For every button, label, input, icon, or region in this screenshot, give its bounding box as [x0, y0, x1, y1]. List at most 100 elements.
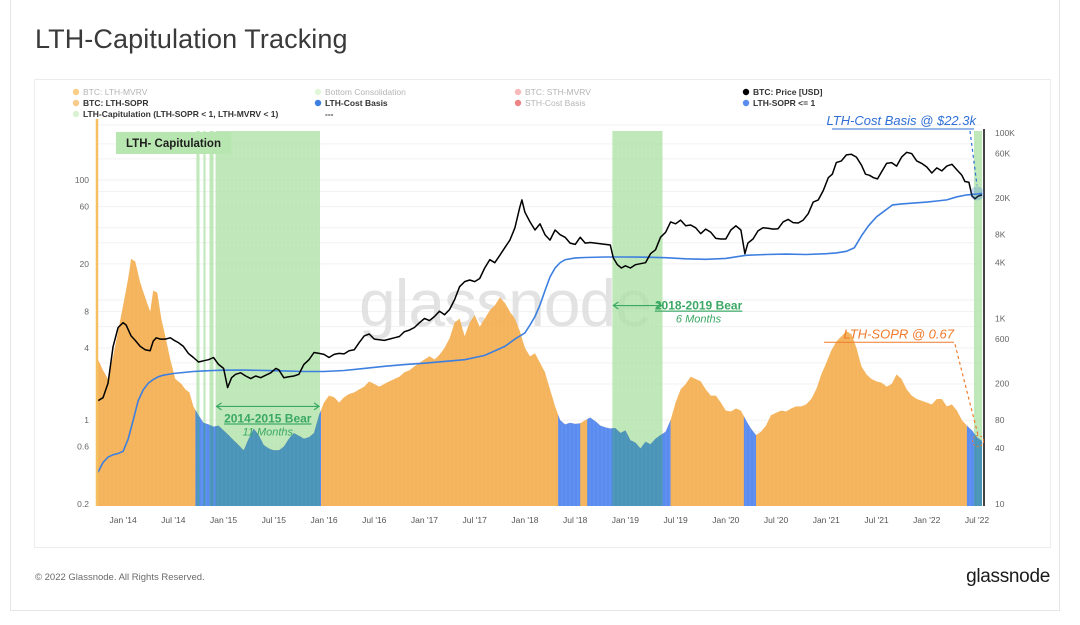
y-left-tick-label: 20 — [80, 259, 90, 269]
capitulation-band — [203, 131, 206, 506]
lth-cost-basis-line — [97, 192, 983, 473]
page-title: LTH-Capitulation Tracking — [35, 24, 348, 54]
chart-card: BTC: LTH-MVRV BTC: LTH-SOPR LTH-Capitulati… — [34, 79, 1051, 548]
footer-logo: glassnode — [966, 566, 1050, 587]
capitulation-overlap-area — [196, 411, 200, 506]
x-tick-label: Jan '22 — [913, 515, 940, 525]
legend-label: --- — [325, 109, 334, 119]
legend-item[interactable]: LTH-SOPR <= 1 — [742, 98, 816, 108]
capitulation-overlap-area — [612, 428, 663, 506]
y-right-tick-label: 20K — [995, 193, 1010, 203]
lines — [97, 151, 983, 473]
annotation-title: 2018-2019 Bear — [655, 299, 743, 313]
annotation-title: 2014-2015 Bear — [224, 411, 312, 425]
x-tick-label: Jul '18 — [563, 515, 588, 525]
lth-sopr-below-1-area — [743, 416, 756, 506]
capitulation-overlap-area — [203, 422, 206, 506]
annotation-subtitle: 11 Months — [242, 426, 293, 438]
y-left-tick-label: 4 — [84, 343, 89, 353]
y-right-tick-label: 100K — [995, 128, 1015, 138]
annotation-text: LTH-Cost Basis @ $22.3k — [826, 113, 977, 128]
legend-item[interactable]: BTC: LTH-MVRV — [72, 87, 148, 97]
y-right-tick-label: 600 — [995, 334, 1009, 344]
y-right-tick-label: 1K — [995, 314, 1006, 324]
arrow-left-icon — [215, 402, 222, 411]
arrow-right-icon — [656, 301, 663, 310]
y-right-tick-label: 200 — [995, 378, 1009, 388]
x-tick-label: Jul '20 — [764, 515, 789, 525]
legend-label: LTH-Capitulation (LTH-SOPR < 1, LTH-MVRV… — [83, 109, 279, 119]
x-tick-label: Jul '21 — [864, 515, 889, 525]
y-left-tick-label: 0.2 — [77, 499, 89, 509]
legend-label: BTC: STH-MVRV — [525, 87, 591, 97]
x-tick-label: Jan '19 — [612, 515, 639, 525]
y-left-tick-label: 1 — [84, 415, 89, 425]
capitulation-overlap-area — [974, 433, 982, 506]
legend-marker-icon — [514, 99, 522, 107]
lth-sopr-below-1-area — [558, 414, 581, 506]
legend-marker-icon — [742, 88, 750, 96]
x-tick-label: Jul '14 — [161, 515, 186, 525]
legend-marker-icon — [72, 88, 80, 96]
y-left-tick-label: 60 — [80, 202, 90, 212]
y-right-tick-label: 4K — [995, 258, 1006, 268]
footer-copyright: © 2022 Glassnode. All Rights Reserved. — [35, 572, 205, 583]
legend-item[interactable]: STH-Cost Basis — [514, 98, 586, 108]
annotation-lth-sopr: LTH-SOPR @ 0.67 — [824, 326, 984, 447]
capitulation-band — [209, 131, 214, 506]
arrow-left-icon — [612, 301, 619, 310]
annotation-text: LTH-SOPR @ 0.67 — [844, 326, 955, 341]
annotation-subtitle: 6 Months — [676, 314, 722, 326]
annotation-lth-cost-basis: LTH-Cost Basis @ $22.3k — [826, 113, 984, 201]
axes: 100 60 20 8 4 1 0.6 0.2 100K 60K 20K 8K 4K 1K 600 200 80… — [75, 119, 1015, 525]
annotation-point-icon — [970, 186, 984, 201]
x-tick-label: Jan '17 — [411, 515, 438, 525]
legend-label: Bottom Consolidation — [325, 87, 406, 97]
legend-marker-icon — [72, 99, 80, 107]
annotation-point-icon — [972, 434, 984, 447]
y-right-tick-label: 60K — [995, 149, 1010, 159]
y-left-tick-label: 100 — [75, 175, 89, 185]
legend-label: LTH-Cost Basis — [325, 98, 388, 108]
y-right-tick-label: 40 — [995, 443, 1005, 453]
legend-label: BTC: LTH-MVRV — [83, 87, 148, 97]
legend-marker-icon — [314, 88, 322, 96]
x-tick-label: Jul '15 — [262, 515, 287, 525]
x-tick-label: Jan '15 — [210, 515, 237, 525]
arrow-right-icon — [313, 402, 321, 411]
legend-item[interactable]: --- — [325, 109, 334, 119]
x-tick-label: Jan '18 — [511, 515, 538, 525]
legend-item[interactable]: BTC: STH-MVRV — [514, 87, 591, 97]
y-right-tick-label: 80 — [995, 415, 1005, 425]
btc-price-line — [97, 151, 983, 402]
capitulation-band — [973, 131, 982, 506]
legend-marker-icon — [514, 88, 522, 96]
capitulation-overlap-area — [215, 412, 320, 506]
x-tick-label: Jul '17 — [463, 515, 488, 525]
badge-label: LTH- Capitulation — [126, 138, 221, 150]
x-tick-label: Jan '14 — [110, 515, 137, 525]
capitulation-band — [196, 131, 200, 506]
legend-marker-icon — [742, 99, 750, 107]
legend-label: BTC: LTH-SOPR — [83, 98, 148, 108]
capitulation-overlap-area — [209, 424, 214, 506]
legend-item[interactable]: BTC: LTH-SOPR — [72, 98, 149, 108]
badge-background — [116, 132, 231, 154]
legend-item[interactable]: Bottom Consolidation — [314, 87, 406, 97]
x-tick-label: Jul '22 — [965, 515, 990, 525]
legend-item[interactable]: LTH-Cost Basis — [314, 98, 388, 108]
legend-item[interactable]: BTC: Price [USD] — [742, 87, 823, 97]
x-tick-label: Jul '16 — [362, 515, 387, 525]
x-tick-label: Jan '20 — [712, 515, 739, 525]
legend-item[interactable]: LTH-Capitulation (LTH-SOPR < 1, LTH-MVRV… — [72, 109, 279, 119]
y-left-tick-label: 8 — [84, 307, 89, 317]
y-right-tick-label: 8K — [995, 230, 1006, 240]
y-left-tick-label: 0.6 — [77, 442, 89, 452]
legend-marker-icon — [72, 110, 80, 118]
legend-label: STH-Cost Basis — [525, 98, 585, 108]
x-tick-label: Jul '19 — [663, 515, 688, 525]
